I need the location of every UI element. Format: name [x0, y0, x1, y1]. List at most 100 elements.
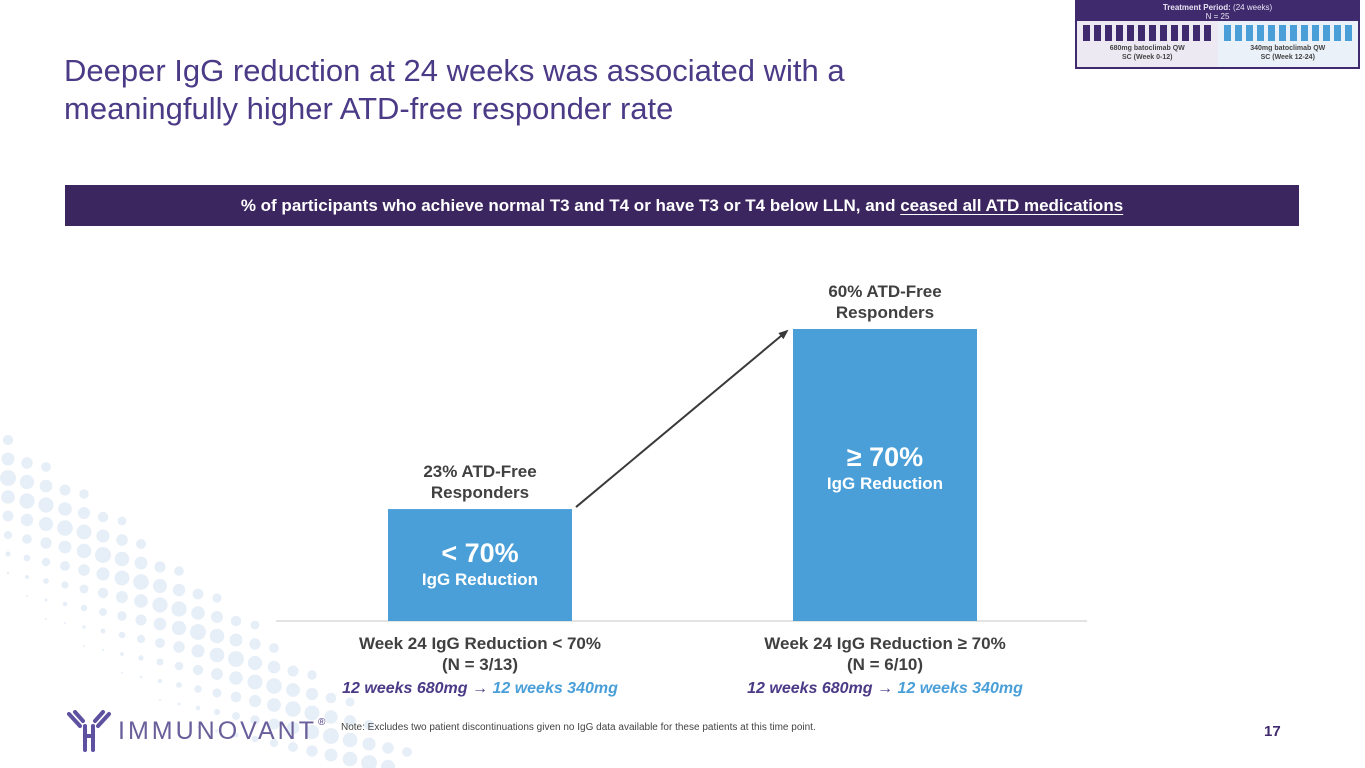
background-dot	[26, 595, 28, 597]
background-dot	[39, 517, 53, 531]
background-dot	[228, 651, 244, 667]
week-dose-tick	[1193, 25, 1201, 41]
week-dose-tick	[1127, 25, 1135, 41]
background-dot	[171, 620, 187, 636]
background-dot	[76, 524, 92, 540]
background-dot	[22, 534, 32, 544]
phase-1-label: 680mg batoclimab QW SC (Week 0-12)	[1110, 44, 1185, 62]
background-dot	[362, 737, 376, 751]
dosing-regimen: 12 weeks 680mg → 12 weeks 340mg	[290, 679, 670, 699]
background-dot	[154, 561, 166, 573]
background-dot	[96, 567, 110, 581]
background-dot	[342, 732, 358, 748]
week-dose-tick	[1182, 25, 1190, 41]
background-dot	[306, 745, 318, 757]
background-dot	[382, 742, 394, 754]
week-dose-tick	[1160, 25, 1168, 41]
background-dot	[133, 574, 149, 590]
background-dot	[138, 655, 144, 661]
background-dot	[136, 634, 146, 644]
background-dot	[40, 537, 52, 549]
background-dot	[139, 675, 143, 679]
increase-arrow	[575, 329, 789, 508]
background-dot	[212, 593, 222, 603]
background-dot	[2, 434, 14, 446]
background-dot	[96, 529, 110, 543]
background-dot	[191, 644, 205, 658]
background-dot	[304, 724, 320, 740]
week-dose-tick	[1322, 25, 1330, 41]
background-dot	[209, 628, 225, 644]
bar-value-label: 23% ATD-Free Responders	[370, 461, 590, 503]
week-dose-tick	[1234, 25, 1242, 41]
background-dot	[177, 702, 181, 706]
treatment-period-n: N = 25	[1205, 12, 1230, 21]
background-dot	[120, 652, 124, 656]
background-dot	[101, 648, 105, 652]
phase-2-week-ticks	[1223, 25, 1352, 41]
value-label-line-1: 60% ATD-Free	[828, 282, 942, 301]
regimen-phase-2: 12 weeks 340mg	[492, 680, 618, 697]
background-dot	[45, 618, 47, 620]
bar	[793, 329, 977, 621]
phase-2-dose: 340mg batoclimab QW	[1250, 45, 1326, 52]
registered-mark: ®	[317, 716, 326, 728]
right-arrow-icon: →	[472, 680, 488, 697]
value-label-line-2: Responders	[430, 483, 530, 503]
background-dot	[117, 611, 127, 621]
background-dot	[307, 670, 317, 680]
bar	[388, 509, 572, 621]
background-dot	[212, 688, 222, 698]
background-dot	[4, 531, 12, 539]
company-logo: IMMUNOVANT®	[66, 708, 325, 754]
background-dot	[134, 594, 148, 608]
category-n: (N = 6/10)	[846, 655, 924, 674]
background-dot	[173, 641, 185, 653]
background-dot	[230, 691, 242, 703]
igg-reduction-text: IgG Reduction	[826, 474, 944, 493]
background-dot	[176, 682, 182, 688]
background-dot	[229, 671, 243, 685]
phase-1-week-ticks	[1083, 25, 1212, 41]
background-dot	[380, 759, 396, 768]
background-dot	[324, 748, 338, 762]
background-dot	[344, 715, 356, 727]
background-dot	[20, 513, 34, 527]
background-dot	[19, 474, 35, 490]
week-dose-tick	[1083, 25, 1091, 41]
background-dot	[192, 588, 204, 600]
background-dot	[5, 551, 11, 557]
treatment-period-header: Treatment Period: (24 weeks) N = 25	[1077, 2, 1358, 21]
background-dot	[195, 705, 201, 711]
background-dot	[213, 708, 221, 716]
background-dot	[83, 645, 85, 647]
week-dose-tick	[1289, 25, 1297, 41]
background-dot	[211, 668, 223, 680]
background-dot	[209, 647, 225, 663]
week-dose-tick	[1149, 25, 1157, 41]
background-dot	[1, 490, 15, 504]
week-dose-tick	[1311, 25, 1319, 41]
background-dot	[43, 578, 49, 584]
background-dot	[267, 698, 281, 712]
background-dot	[361, 755, 377, 768]
background-dot	[192, 664, 204, 676]
treatment-period-panel: Treatment Period: (24 weeks) N = 25 680m…	[1075, 0, 1360, 69]
background-dot	[190, 624, 206, 640]
week-dose-tick	[1204, 25, 1212, 41]
title-line-1: Deeper IgG reduction at 24 weeks was ass…	[64, 53, 845, 88]
background-dot	[248, 694, 262, 708]
background-dot	[172, 583, 186, 597]
footnote: Note: Excludes two patient discontinuati…	[341, 722, 816, 733]
category-label: Week 24 IgG Reduction < 70% (N = 3/13) 1…	[290, 633, 670, 699]
background-dot	[267, 660, 281, 674]
background-dot	[136, 539, 146, 549]
background-dot	[157, 678, 163, 684]
background-dot	[99, 608, 107, 616]
category-label: Week 24 IgG Reduction ≥ 70% (N = 6/10) 1…	[695, 633, 1075, 699]
bars	[388, 329, 977, 621]
background-dot	[249, 638, 261, 650]
banner-text: % of participants who achieve normal T3 …	[240, 195, 901, 215]
background-dot	[266, 678, 282, 694]
